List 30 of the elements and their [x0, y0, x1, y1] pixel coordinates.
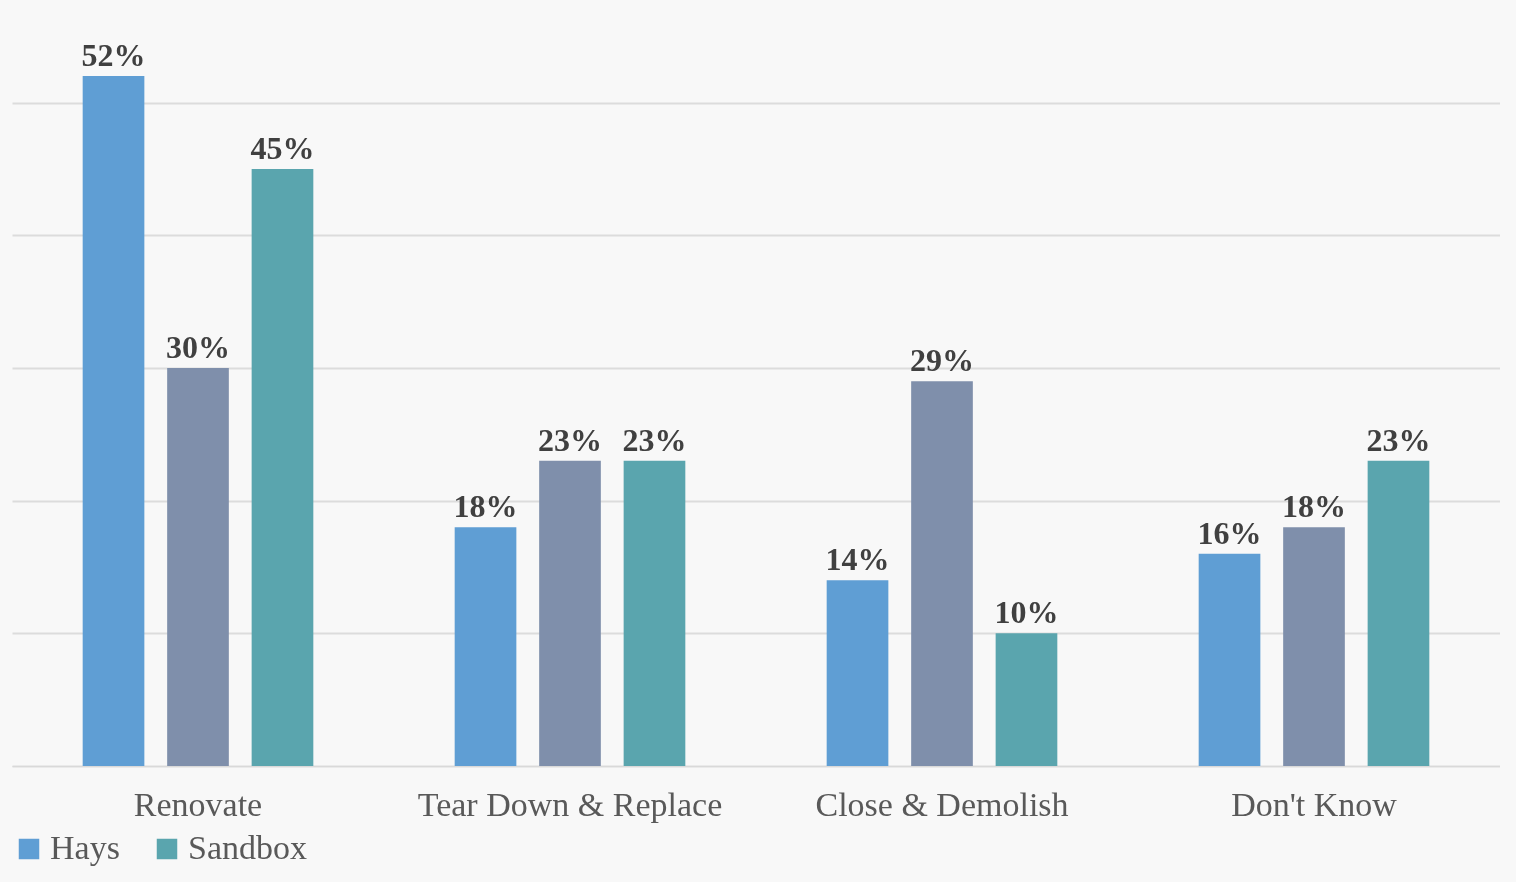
bar — [167, 367, 229, 766]
bar — [1367, 460, 1430, 766]
bar — [826, 580, 889, 766]
data-label: 18% — [453, 488, 518, 525]
data-label: 14% — [825, 541, 890, 578]
bar — [539, 460, 601, 766]
data-label: 45% — [250, 129, 315, 166]
data-label: 18% — [1282, 488, 1346, 525]
legend-label: Hays — [50, 829, 120, 866]
x-tick-label: Tear Down & Replace — [417, 785, 723, 823]
data-label: 23% — [622, 421, 687, 458]
data-label: 30% — [166, 328, 230, 365]
bar — [1283, 527, 1345, 766]
data-label: 52% — [81, 37, 146, 73]
bar — [995, 633, 1058, 766]
legend-label: Sandbox — [188, 829, 307, 866]
x-tick-label: Renovate — [133, 785, 263, 823]
data-label: 16% — [1197, 514, 1262, 551]
data-label: 23% — [1366, 421, 1431, 458]
bar — [82, 76, 145, 766]
bar — [251, 168, 314, 766]
data-label: 10% — [994, 594, 1059, 631]
bar — [1198, 553, 1261, 766]
data-label: 23% — [538, 421, 602, 458]
x-tick-label: Don't Know — [1231, 785, 1398, 823]
bar — [623, 460, 686, 766]
bar — [454, 527, 517, 766]
data-label: 29% — [910, 342, 974, 379]
x-tick-label: Close & Demolish — [815, 785, 1069, 823]
bar — [911, 381, 973, 766]
